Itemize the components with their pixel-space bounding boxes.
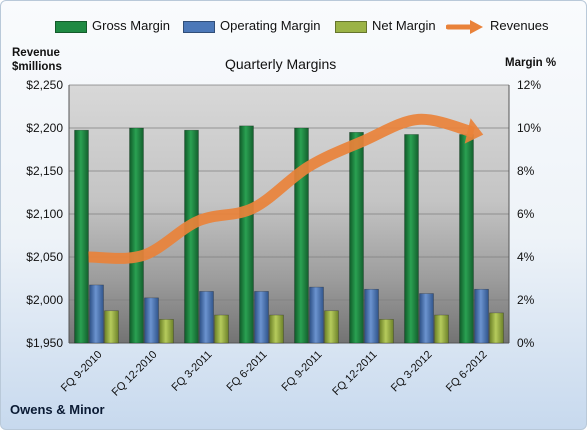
right-axis-title: Margin % <box>505 57 557 69</box>
legend-label-operating: Operating Margin <box>220 18 321 33</box>
left-tick-label: $2,050 <box>26 250 63 264</box>
company-name: Owens & Minor <box>10 402 105 417</box>
right-tick-label: 6% <box>517 207 535 221</box>
legend-label-gross: Gross Margin <box>92 18 171 33</box>
right-tick-label: 0% <box>517 336 535 350</box>
left-axis: $1,950 $2,000 $2,050 $2,100 $2,150 $2,200 $2,2… <box>26 78 63 350</box>
bar-gross-margin <box>239 125 254 344</box>
legend-swatch-net <box>335 20 367 33</box>
bar-net-margin <box>434 314 449 344</box>
right-tick-label: 8% <box>517 164 535 178</box>
bar-net-margin <box>159 319 174 344</box>
bar-net-margin <box>489 312 504 344</box>
bar-gross-margin <box>349 132 364 344</box>
x-tick-label: FQ 6-2011 <box>225 349 270 394</box>
right-tick-label: 12% <box>517 78 541 92</box>
bar-net-margin <box>214 314 229 344</box>
left-tick-label: $2,000 <box>26 293 63 307</box>
x-tick-label: FQ 3-2012 <box>389 349 435 395</box>
x-tick-label: FQ 6-2012 <box>444 349 490 395</box>
x-tick-label: FQ 9-2011 <box>280 349 325 394</box>
chart-title: Quarterly Margins <box>225 56 337 72</box>
legend-label-net: Net Margin <box>372 18 436 33</box>
left-tick-label: $1,950 <box>26 336 63 350</box>
legend-item-gross-margin: Gross Margin <box>55 18 170 33</box>
bar-operating-margin <box>144 297 159 344</box>
legend: Gross Margin Operating Margin Net Margin… <box>0 18 587 38</box>
x-axis: FQ 9-2010 FQ 12-2010 FQ 3-2011 FQ 6-2011 FQ … <box>59 349 490 399</box>
bar-operating-margin <box>199 291 214 344</box>
right-axis: 0% 2% 4% 6% 8% 10% 12% <box>517 78 541 350</box>
left-tick-label: $2,200 <box>26 121 63 135</box>
bar-operating-margin <box>254 291 269 344</box>
bar-gross-margin <box>294 127 309 344</box>
legend-item-operating-margin: Operating Margin <box>183 18 320 33</box>
left-tick-label: $2,250 <box>26 78 63 92</box>
bar-gross-margin <box>459 134 474 344</box>
bar-gross-margin <box>404 134 419 344</box>
bar-operating-margin <box>89 284 104 344</box>
bars <box>74 125 504 344</box>
bar-net-margin <box>104 310 119 344</box>
bar-net-margin <box>269 314 284 344</box>
revenue-series-line <box>88 113 476 264</box>
bar-operating-margin <box>474 288 489 344</box>
legend-item-net-margin: Net Margin <box>335 18 436 33</box>
bar-operating-margin <box>419 293 434 344</box>
legend-swatch-operating <box>183 20 215 33</box>
bar-net-margin <box>379 319 394 344</box>
left-tick-label: $2,150 <box>26 164 63 178</box>
left-axis-title: Revenue $millions <box>12 47 62 73</box>
legend-label-revenues: Revenues <box>490 18 549 33</box>
revenue-line <box>88 113 484 264</box>
x-tick-label: FQ 3-2011 <box>170 349 215 394</box>
right-tick-label: 2% <box>517 293 535 307</box>
legend-arrow-icon <box>445 19 483 34</box>
x-tick-label: FQ 12-2010 <box>110 349 160 399</box>
legend-item-revenues: Revenues <box>445 18 549 35</box>
x-tick-label: FQ 12-2011 <box>330 349 379 398</box>
right-tick-label: 4% <box>517 250 535 264</box>
revenue-arrowhead <box>464 118 484 144</box>
bar-operating-margin <box>309 286 324 344</box>
bar-gross-margin <box>184 129 199 344</box>
x-tick-label: FQ 9-2010 <box>59 349 105 395</box>
bar-gross-margin <box>129 127 144 344</box>
right-tick-label: 10% <box>517 121 541 135</box>
bar-operating-margin <box>364 288 379 344</box>
legend-swatch-gross <box>55 20 87 33</box>
bar-gross-margin <box>74 129 89 344</box>
left-tick-label: $2,100 <box>26 207 63 221</box>
bar-net-margin <box>324 310 339 344</box>
